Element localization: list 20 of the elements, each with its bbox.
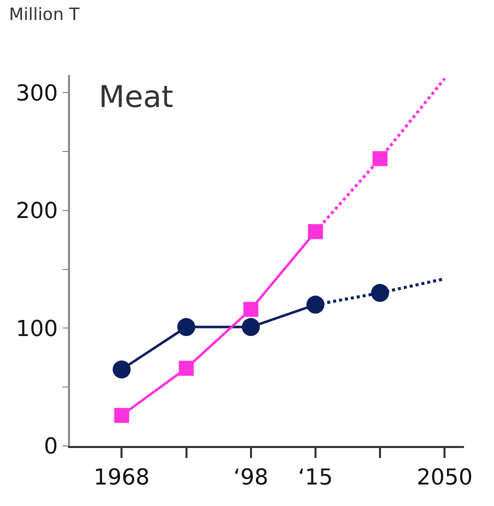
point xyxy=(371,284,390,302)
point xyxy=(114,408,130,423)
point xyxy=(306,296,324,314)
point xyxy=(308,224,323,240)
point xyxy=(112,360,131,378)
point xyxy=(372,151,388,166)
y-tick-label: 100 xyxy=(16,316,58,342)
point xyxy=(177,318,196,336)
y-tick-label: 200 xyxy=(16,199,58,224)
point xyxy=(242,318,260,336)
y-tick-label: 300 xyxy=(16,81,58,106)
y-axis-title: Million T xyxy=(9,5,80,25)
x-tick-label: ‘98 xyxy=(233,465,268,490)
point xyxy=(243,302,258,317)
x-tick-label: 1968 xyxy=(94,465,150,490)
y-tick-label: 0 xyxy=(44,434,58,460)
x-tick-label: 2050 xyxy=(416,465,473,490)
point xyxy=(178,360,194,376)
chart-title: Meat xyxy=(98,80,174,116)
x-tick-label: ‘15 xyxy=(298,465,333,490)
